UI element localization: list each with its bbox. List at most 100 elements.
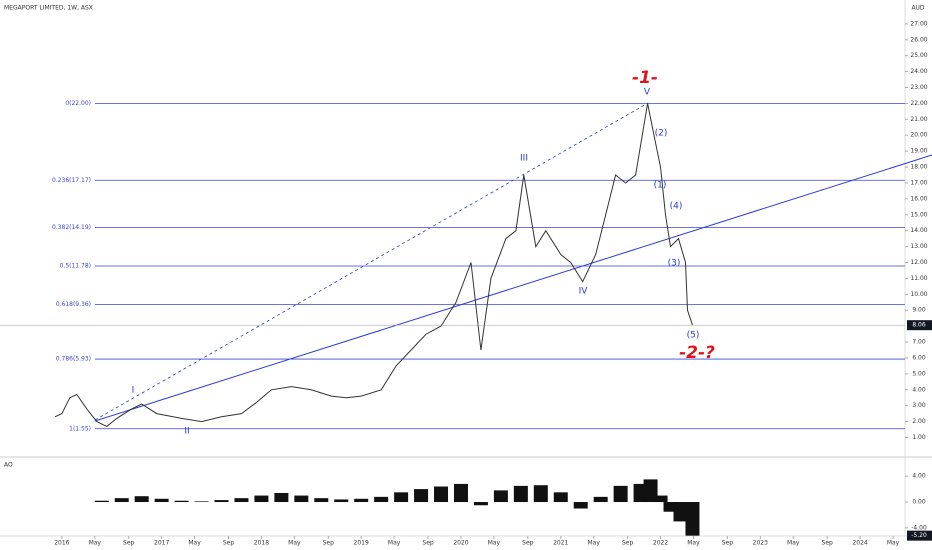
ao-bar [414, 489, 429, 503]
x-tick-label: Sep [722, 540, 734, 547]
ao-bar [453, 483, 468, 503]
currency: AUD [911, 5, 924, 12]
ao-bar [154, 498, 169, 503]
x-tick-label: 2017 [154, 540, 169, 547]
x-tick-label: May [587, 540, 600, 547]
last-value-box [907, 320, 932, 331]
wave-label: -2-? [679, 343, 715, 363]
ao-bar [593, 496, 608, 503]
x-tick-label: 2021 [553, 540, 568, 547]
ao-bar [254, 495, 269, 503]
fib-trend-line [94, 102, 649, 421]
x-tick-label: Sep [622, 540, 634, 547]
x-tick-label: Sep [123, 540, 135, 547]
y-tick-label: 21.00 [910, 116, 927, 123]
x-tick-label: May [288, 540, 301, 547]
last-value-label: 8.06 [912, 322, 926, 329]
ao-bar [94, 500, 109, 503]
wave-label: (5) [687, 331, 700, 341]
fib-label: 0.786(5.93) [56, 356, 91, 363]
ao-bar [114, 498, 129, 503]
y-tick-label: 14.00 [910, 227, 927, 234]
x-tick-label: 2023 [753, 540, 768, 547]
ao-bar [294, 495, 309, 503]
ao-bar [613, 485, 628, 503]
ao-bar [685, 502, 700, 536]
x-tick-label: Sep [522, 540, 534, 547]
ao-bar [214, 500, 229, 503]
x-tick-label: May [388, 540, 401, 547]
ao-bar [653, 495, 668, 503]
ao-bar [533, 485, 548, 503]
ao-bar [473, 502, 488, 506]
ao-bar [374, 496, 389, 503]
ao-bar [134, 496, 149, 503]
wave-label: (4) [670, 202, 683, 212]
x-tick-label: 2018 [254, 540, 269, 547]
wave-label: (3) [668, 259, 681, 269]
x-tick-label: 2022 [653, 540, 668, 547]
x-tick-label: 2020 [453, 540, 468, 547]
y-tick-label: 9.00 [912, 307, 926, 314]
y-tick-label: 0.00 [912, 499, 926, 506]
ao-bar [573, 502, 588, 509]
y-tick-label: 3.00 [912, 402, 926, 409]
y-tick-label: 22.00 [910, 100, 927, 107]
ao-bar [663, 502, 678, 512]
ao-bar [434, 486, 449, 503]
fib-label: 0.618(9.36) [56, 301, 91, 308]
x-tick-label: 2019 [354, 540, 369, 547]
fib-label: 0.382(14.19) [52, 224, 91, 231]
y-tick-label: 25.00 [910, 52, 927, 59]
y-tick-label: 11.00 [910, 275, 927, 282]
y-tick-label: 5.00 [912, 370, 926, 377]
ao-bar [673, 502, 688, 522]
y-tick-label: 6.00 [912, 354, 926, 361]
y-tick-label: 27.00 [910, 20, 927, 27]
ao-bar [194, 501, 209, 503]
wave-label: I [132, 386, 135, 396]
ao-bar [174, 500, 189, 503]
y-tick-label: 18.00 [910, 164, 927, 171]
x-tick-label: Sep [822, 540, 834, 547]
trend-line [94, 154, 932, 422]
fib-label: 1(1.55) [69, 425, 91, 432]
last-value-box [907, 530, 932, 541]
y-tick-label: 7.00 [912, 339, 926, 346]
y-tick-label: 10.00 [910, 291, 927, 298]
y-tick-label: 17.00 [910, 179, 927, 186]
ao-bar [354, 498, 369, 503]
y-tick-label: 12.00 [910, 259, 927, 266]
ao-bar [314, 498, 329, 503]
y-tick-label: 20.00 [910, 132, 927, 139]
x-tick-label: May [488, 540, 501, 547]
ao-bar [274, 492, 289, 503]
fib-label: 0.5(11.78) [60, 263, 91, 270]
wave-label: V [644, 88, 651, 98]
fib-label: 0(22.00) [65, 100, 91, 107]
ao-bar [553, 492, 568, 503]
indicator-title: AO [4, 462, 13, 469]
x-tick-label: May [787, 540, 800, 547]
y-tick-label: -4.00 [911, 524, 927, 531]
price-line [54, 103, 693, 427]
y-tick-label: 4.00 [912, 386, 926, 393]
y-tick-label: 1.00 [912, 434, 926, 441]
x-tick-label: 2024 [852, 540, 867, 547]
y-tick-label: 23.00 [910, 84, 927, 91]
y-tick-label: 26.00 [910, 36, 927, 43]
ao-bar [334, 499, 349, 503]
x-tick-label: May [188, 540, 201, 547]
ao-bar [513, 485, 528, 503]
ao-bar [394, 492, 409, 503]
wave-label: -1- [632, 68, 658, 88]
x-tick-label: 2016 [54, 540, 69, 547]
x-tick-label: Sep [422, 540, 434, 547]
wave-label: (1) [654, 181, 667, 191]
wave-label: II [184, 427, 189, 437]
x-tick-label: Sep [323, 540, 335, 547]
wave-label: (2) [655, 129, 668, 139]
y-tick-label: 24.00 [910, 68, 927, 75]
x-tick-label: May [89, 540, 102, 547]
ao-bar [493, 490, 508, 503]
